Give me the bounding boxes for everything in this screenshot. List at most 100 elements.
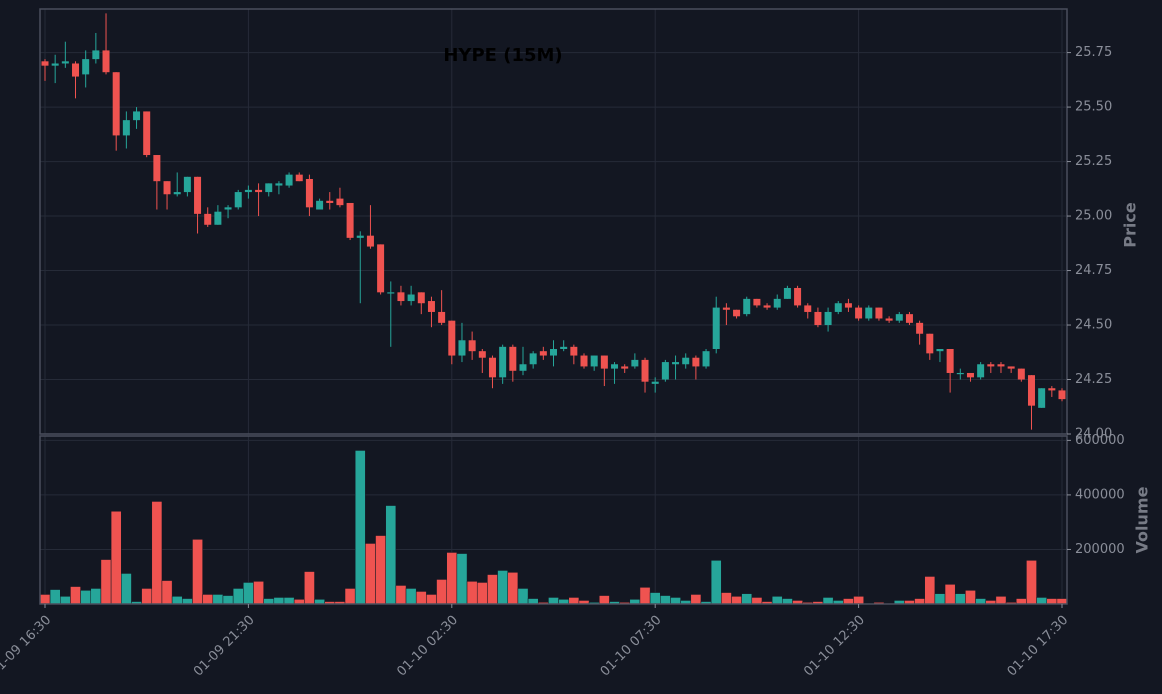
volume-bar — [1036, 597, 1047, 605]
volume-bar — [171, 596, 183, 605]
candle-body — [1027, 375, 1035, 406]
candle-body — [977, 364, 985, 378]
y-tick-label: 24.75 — [1075, 263, 1112, 278]
candle-body — [855, 307, 863, 319]
y-tick-label: 25.50 — [1075, 100, 1112, 115]
candle-body — [377, 244, 385, 293]
candle-body — [844, 303, 852, 308]
candle-body — [285, 174, 293, 186]
candle-body — [529, 353, 537, 365]
candle-body — [672, 362, 680, 365]
volume-bar — [253, 581, 264, 605]
volume-bar — [782, 598, 793, 605]
candle-body — [824, 311, 832, 326]
candle-body — [326, 200, 334, 203]
candle-body — [946, 349, 954, 373]
volume-bar — [771, 596, 783, 605]
volume-bar — [741, 593, 753, 605]
volume-bar — [202, 594, 214, 605]
volume-bar — [192, 539, 203, 605]
candle-body — [753, 298, 761, 306]
candle-body — [92, 50, 100, 60]
volume-bar — [415, 591, 427, 605]
volume-bar — [405, 588, 417, 605]
volume-bar — [141, 588, 153, 605]
volume-bar — [354, 450, 366, 605]
volume-bar — [1026, 560, 1037, 605]
volume-bar — [80, 590, 92, 605]
candle-body — [926, 333, 934, 354]
candle-body — [804, 305, 812, 312]
candle-body — [519, 364, 527, 371]
candle-body — [275, 183, 283, 186]
volume-bar — [304, 571, 315, 605]
candle-body — [712, 307, 720, 349]
candle-body — [427, 301, 435, 312]
y-tick-label: 24.50 — [1075, 318, 1112, 333]
candle-body — [448, 320, 456, 356]
volume-bar — [39, 594, 51, 605]
candle-body — [570, 346, 578, 356]
volume-bar — [263, 598, 275, 605]
y-tick-label: 24.00 — [1075, 427, 1112, 442]
candle-body — [387, 292, 395, 294]
candle-body — [366, 235, 374, 247]
candle-body — [682, 357, 690, 365]
volume-bar — [497, 570, 508, 605]
volume-bar — [365, 543, 376, 605]
volume-bar — [660, 595, 671, 605]
volume-bar — [1015, 598, 1027, 605]
volume-bar — [466, 581, 478, 605]
candle-body — [885, 318, 893, 321]
candle-body — [336, 198, 344, 206]
volume-bar — [161, 580, 173, 605]
candle-body — [224, 207, 232, 210]
candle-body — [997, 364, 1005, 367]
candle-body — [397, 292, 405, 302]
volume-bar — [222, 595, 234, 605]
candle-body — [305, 179, 313, 208]
volume-bar — [751, 597, 763, 605]
candle-body — [346, 202, 354, 238]
candle-body — [316, 200, 324, 210]
candle-body — [987, 364, 995, 367]
candle-body — [112, 72, 120, 136]
volume-tick-label: 200000 — [1075, 542, 1125, 557]
candle-body — [763, 305, 771, 308]
candle-body — [1058, 390, 1066, 400]
candle-body — [51, 63, 59, 66]
candle-body — [783, 287, 791, 299]
candle-body — [956, 372, 964, 375]
volume-bar — [110, 511, 122, 605]
candle-body — [82, 59, 90, 75]
volume-bar — [182, 598, 193, 605]
volume-bar — [934, 593, 946, 605]
candle-body — [580, 355, 588, 367]
candle-body — [356, 235, 364, 238]
candle-body — [794, 287, 802, 306]
volume-bar — [100, 559, 112, 605]
volume-bar — [476, 582, 488, 605]
candle-body — [295, 174, 303, 182]
candle-body — [133, 111, 141, 121]
marks-layer — [39, 13, 1068, 605]
y-tick-label: 24.25 — [1075, 372, 1112, 387]
candle-body — [265, 183, 273, 193]
volume-bar — [914, 598, 925, 605]
candle-body — [1017, 368, 1025, 380]
volume-bar — [426, 594, 437, 605]
candle-body — [478, 351, 486, 358]
candle-body — [560, 346, 568, 349]
volume-bar — [1046, 598, 1058, 605]
candle-body — [153, 155, 161, 182]
candle-body — [438, 311, 446, 323]
volume-bar — [670, 597, 681, 605]
candle-body — [611, 364, 619, 369]
candle-body — [173, 192, 181, 195]
volume-bar — [487, 574, 498, 605]
candle-body — [966, 372, 974, 378]
y-tick-label: 25.00 — [1075, 209, 1112, 224]
volume-tick-label: 400000 — [1075, 487, 1125, 502]
volume-bar — [599, 595, 610, 605]
